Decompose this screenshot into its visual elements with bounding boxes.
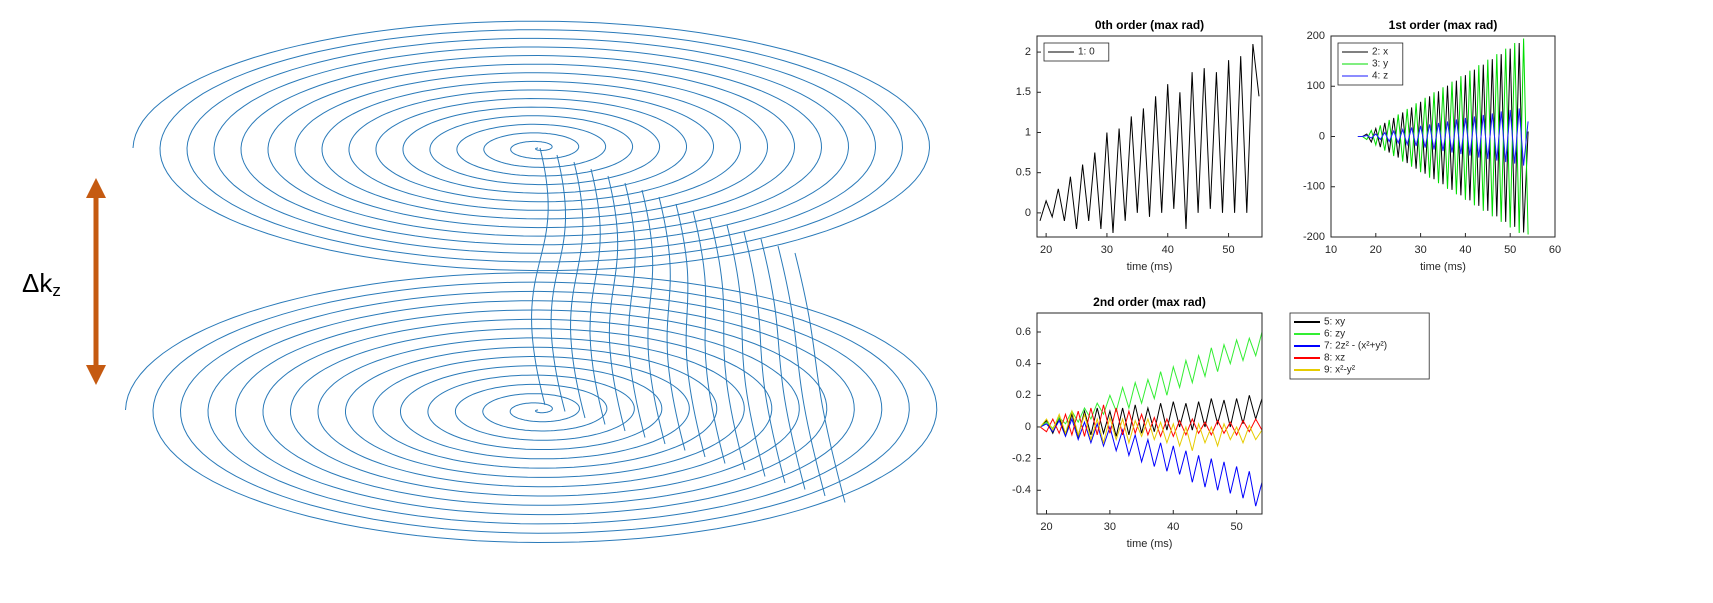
connecting-curve — [550, 154, 567, 412]
legend-label: 4: z — [1372, 71, 1388, 82]
series-line — [1039, 43, 1260, 234]
legend-box — [1043, 42, 1110, 62]
spiral-diagram — [125, 20, 938, 544]
axes-box — [1330, 35, 1556, 238]
y-tick-label: 0 — [1025, 421, 1031, 433]
connecting-curve — [743, 231, 786, 484]
y-tick-label: 1 — [1025, 126, 1031, 138]
legend-label: 8: xz — [1324, 353, 1345, 364]
y-tick-label: 0 — [1319, 130, 1325, 142]
connecting-curve — [607, 175, 626, 432]
chart-title: 2nd order (max rad) — [1093, 295, 1206, 309]
x-tick-label: 20 — [1370, 244, 1382, 256]
chart-title: 0th order (max rad) — [1095, 18, 1204, 32]
y-tick-label: 0.6 — [1016, 326, 1031, 338]
connecting-curve — [709, 217, 746, 471]
y-tick-label: 0 — [1025, 207, 1031, 219]
y-tick-label: 1.5 — [1016, 86, 1031, 98]
legend-label: 9: x²-y² — [1324, 365, 1356, 376]
connecting-curve — [692, 210, 726, 464]
series-line — [1357, 108, 1529, 166]
connecting-curve — [589, 168, 606, 425]
connecting-curve — [794, 252, 846, 503]
legend-label: 6: zy — [1324, 329, 1345, 340]
chart-title: 1st order (max rad) — [1389, 18, 1498, 32]
connecting-curve — [777, 245, 826, 497]
x-tick-label: 20 — [1040, 521, 1052, 533]
axes-box — [1036, 35, 1263, 238]
plot-area — [1037, 36, 1262, 237]
x-tick-label: 40 — [1459, 244, 1471, 256]
x-tick-label: 30 — [1104, 521, 1116, 533]
connecting-curve — [641, 189, 666, 445]
chart: 1st order (max rad) time (ms) 10 20 30 40 50 60… — [1303, 18, 1561, 273]
connecting-curve — [570, 161, 586, 419]
legend-label: 2: x — [1372, 47, 1388, 58]
x-tick-label: 40 — [1167, 521, 1179, 533]
y-tick-label: -200 — [1303, 231, 1325, 243]
x-tick-label: 40 — [1162, 244, 1174, 256]
connecting-curve — [531, 147, 549, 406]
delta-label-main: Δk — [22, 268, 53, 298]
series-line — [1357, 38, 1529, 235]
legend-label: 3: y — [1372, 59, 1388, 70]
y-tick-label: 100 — [1307, 80, 1325, 92]
axes-box — [1036, 312, 1263, 515]
y-tick-label: -100 — [1303, 181, 1325, 193]
chart: 2nd order (max rad) time (ms) 20 30 40 50 -0.4… — [1012, 295, 1430, 550]
x-tick-label: 60 — [1549, 244, 1561, 256]
series-line — [1039, 409, 1262, 451]
lower-spiral — [125, 272, 938, 544]
series-line — [1039, 331, 1262, 430]
x-tick-label: 50 — [1231, 521, 1243, 533]
connecting-curve — [726, 224, 766, 477]
series-line — [1039, 404, 1262, 438]
delta-label: Δkz — [22, 268, 61, 301]
x-tick-label: 20 — [1040, 244, 1052, 256]
x-tick-label: 50 — [1222, 244, 1234, 256]
series-line — [1357, 42, 1529, 233]
x-axis-label: time (ms) — [1420, 261, 1466, 273]
x-tick-label: 30 — [1101, 244, 1113, 256]
x-axis-label: time (ms) — [1127, 538, 1173, 550]
y-tick-label: 0.2 — [1016, 389, 1031, 401]
legend-label: 7: 2z² - (x²+y²) — [1324, 341, 1387, 352]
connecting-curve — [675, 203, 706, 458]
legend-label: 1: 0 — [1078, 47, 1095, 58]
connecting-curve — [658, 196, 686, 451]
legend-label: 5: xy — [1324, 317, 1345, 328]
x-axis-label: time (ms) — [1127, 261, 1173, 273]
series-line — [1039, 417, 1262, 507]
y-tick-label: 200 — [1307, 30, 1325, 42]
connecting-curve — [624, 182, 646, 438]
chart: 0th order (max rad) time (ms) 20 30 40 50 0 0.5… — [1016, 18, 1263, 273]
upper-spiral — [132, 20, 931, 272]
connecting-curve — [760, 238, 806, 490]
y-tick-label: -0.2 — [1012, 453, 1031, 465]
y-tick-label: 2 — [1025, 46, 1031, 58]
x-tick-label: 10 — [1325, 244, 1337, 256]
y-tick-label: -0.4 — [1012, 484, 1031, 496]
y-tick-label: 0.5 — [1016, 167, 1031, 179]
x-tick-label: 30 — [1414, 244, 1426, 256]
y-tick-label: 0.4 — [1016, 358, 1031, 370]
x-tick-label: 50 — [1504, 244, 1516, 256]
delta-label-sub: z — [52, 281, 61, 300]
